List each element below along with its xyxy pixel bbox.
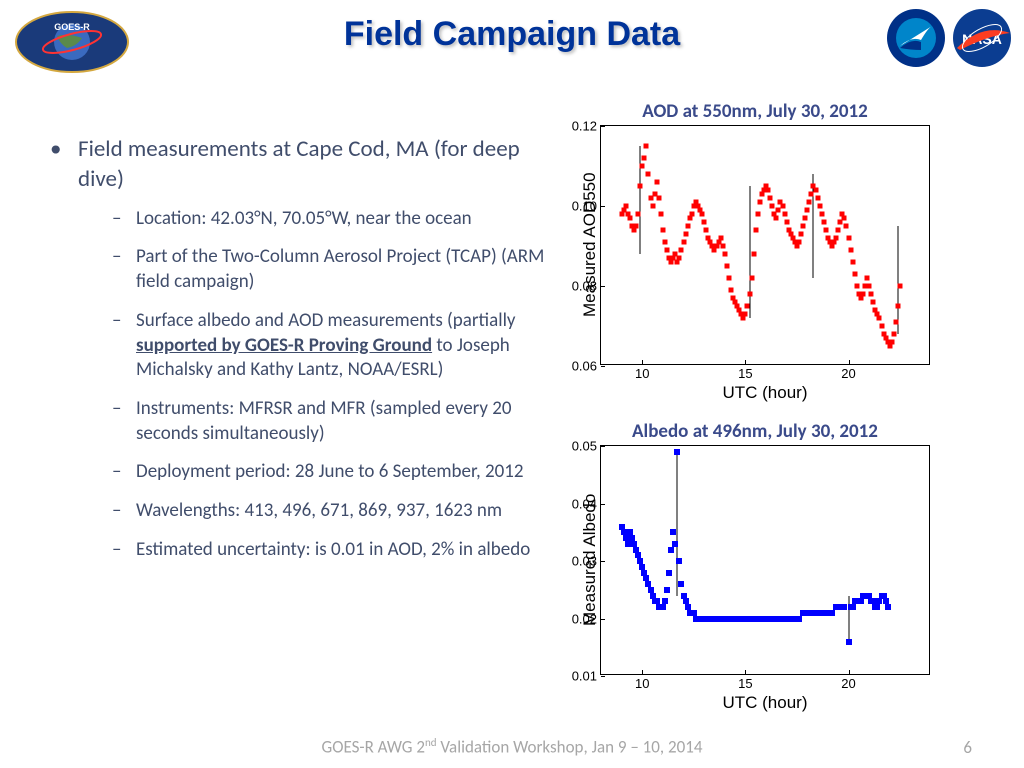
aod-chart: AOD at 550nm, July 30, 2012 Measured AOD… [580,100,930,365]
main-bullet-text: Field measurements at Cape Cod, MA (for … [78,135,550,195]
albedo-chart: Albedo at 496nm, July 30, 2012 Measured … [580,420,930,675]
sub-bullet: –Estimated uncertainty: is 0.01 in AOD, … [112,538,550,563]
page-number: 6 [963,737,972,758]
sub-bullet: –Location: 42.03°N, 70.05°W, near the oc… [112,207,550,232]
nasa-logo: NASA [952,8,1012,68]
bullet-column: • Field measurements at Cape Cod, MA (fo… [0,100,570,728]
svg-text:GOES-R: GOES-R [54,22,90,32]
aod-chart-xlabel: UTC (hour) [600,383,930,403]
aod-chart-ylabel: Measured AOD550 [580,125,600,365]
goes-r-logo: GOES-R [12,8,132,76]
aod-plot-area: 0.060.080.100.12101520 [600,125,930,365]
albedo-chart-xlabel: UTC (hour) [600,693,930,713]
slide-title: Field Campaign Data [0,15,1024,54]
albedo-chart-title: Albedo at 496nm, July 30, 2012 [580,420,930,443]
main-bullet: • Field measurements at Cape Cod, MA (fo… [50,135,550,195]
noaa-logo [886,8,946,68]
aod-chart-title: AOD at 550nm, July 30, 2012 [580,100,930,123]
sub-bullet: –Part of the Two-Column Aerosol Project … [112,245,550,294]
sub-bullet: –Instruments: MFRSR and MFR (sampled eve… [112,397,550,446]
albedo-plot-area: 0.010.020.030.040.05101520 [600,445,930,675]
sub-bullet: –Wavelengths: 413, 496, 671, 869, 937, 1… [112,499,550,524]
footer-text: GOES-R AWG 2nd Validation Workshop, Jan … [0,736,1024,758]
sub-bullet: –Deployment period: 28 June to 6 Septemb… [112,460,550,485]
sub-bullet: –Surface albedo and AOD measurements (pa… [112,309,550,383]
